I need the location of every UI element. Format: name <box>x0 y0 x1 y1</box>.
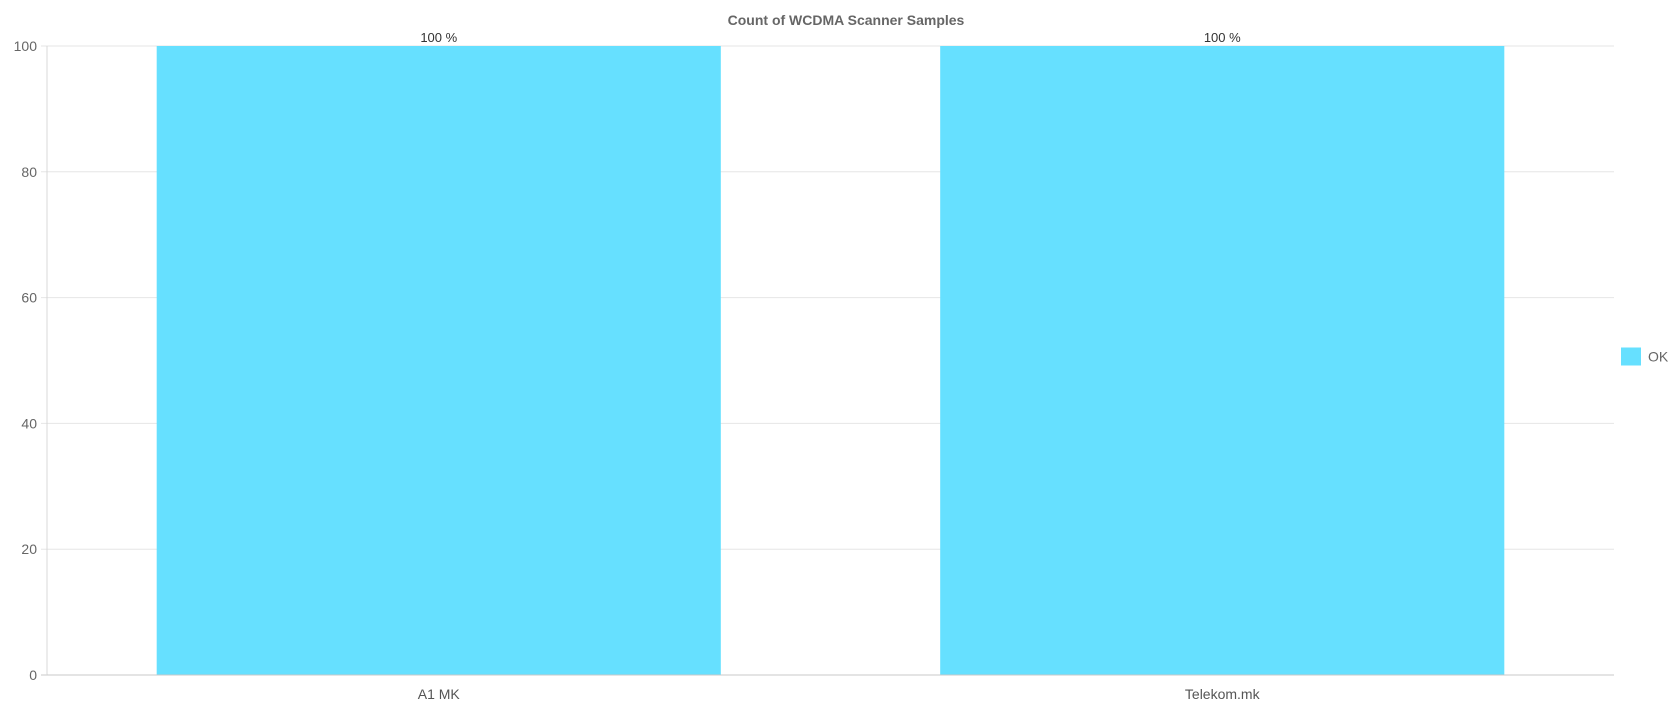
x-category-label: A1 MK <box>418 686 461 702</box>
bar[interactable] <box>940 46 1505 675</box>
legend-label[interactable]: OK <box>1648 349 1669 365</box>
y-tick-label: 0 <box>29 667 37 683</box>
x-category-label: Telekom.mk <box>1185 686 1261 702</box>
legend-swatch[interactable] <box>1621 347 1641 366</box>
legend[interactable]: OK <box>1621 347 1669 366</box>
chart-title: Count of WCDMA Scanner Samples <box>728 12 965 28</box>
y-tick-label: 40 <box>21 415 37 431</box>
bar-data-label: 100 % <box>1204 30 1241 45</box>
y-axis: 0 20 40 60 80 100 <box>14 38 48 683</box>
y-tick-label: 100 <box>14 38 38 54</box>
bar[interactable] <box>156 46 721 675</box>
y-tick-label: 80 <box>21 164 37 180</box>
x-axis: A1 MK Telekom.mk <box>47 674 1614 702</box>
y-tick-label: 20 <box>21 541 37 557</box>
y-tick-label: 60 <box>21 290 37 306</box>
bar-data-label: 100 % <box>420 30 457 45</box>
bars: 100 % 100 % <box>156 30 1505 675</box>
